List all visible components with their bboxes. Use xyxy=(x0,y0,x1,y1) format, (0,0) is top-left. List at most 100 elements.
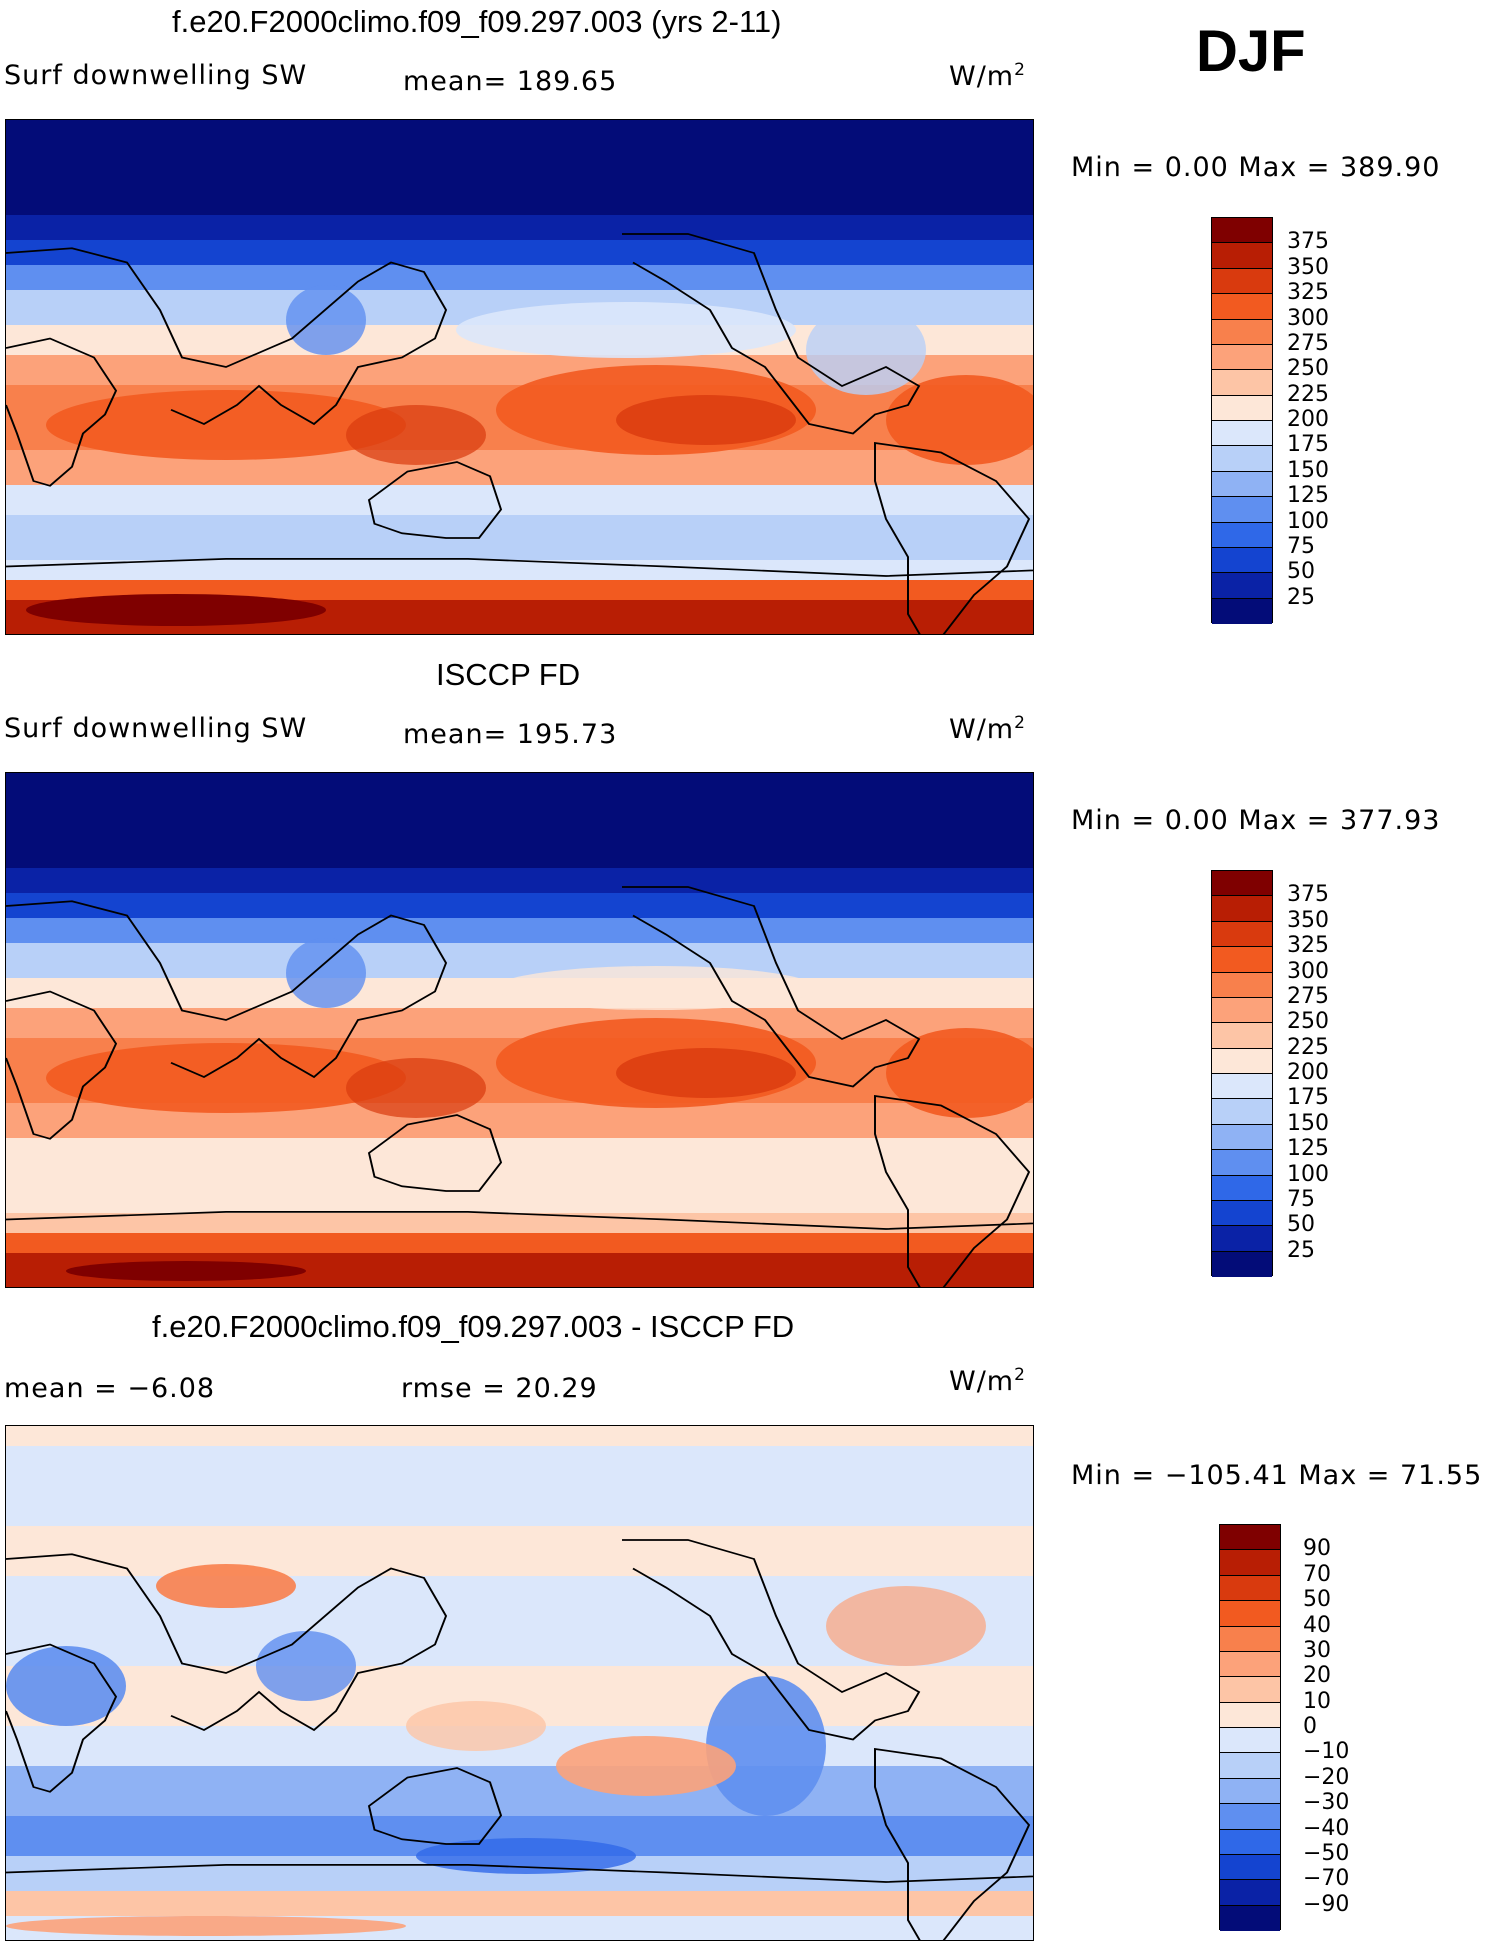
panel1-title: f.e20.F2000climo.f09_f09.297.003 (yrs 2-… xyxy=(172,4,782,39)
colorbar-swatch xyxy=(1212,871,1272,897)
colorbar-tick-label: 70 xyxy=(1303,1561,1331,1587)
colorbar-swatch xyxy=(1212,522,1272,548)
panel2-colorbar xyxy=(1211,870,1273,1277)
colorbar-swatch xyxy=(1220,1880,1280,1906)
colorbar-tick-label: 250 xyxy=(1287,356,1329,382)
colorbar-tick-label: 75 xyxy=(1287,533,1315,559)
colorbar-tick-label: −70 xyxy=(1303,1866,1350,1892)
colorbar-swatch xyxy=(1212,268,1272,295)
colorbar-swatch xyxy=(1212,294,1272,320)
colorbar-tick-label: 0 xyxy=(1303,1714,1317,1739)
colorbar-swatch xyxy=(1220,1753,1280,1779)
colorbar-tick-label: 375 xyxy=(1287,882,1329,908)
panel3-title: f.e20.F2000climo.f09_f09.297.003 - ISCCP… xyxy=(152,1309,795,1344)
panel3-colorbar xyxy=(1219,1524,1281,1931)
colorbar-tick-label: 325 xyxy=(1287,280,1329,306)
colorbar-swatch xyxy=(1220,1728,1280,1754)
panel3-unit-label: W/m2 xyxy=(949,1365,1026,1397)
colorbar-swatch xyxy=(1212,972,1272,998)
panel2-contour-map xyxy=(6,773,1033,1287)
panel3-mean-label: mean = −6.08 xyxy=(4,1373,216,1404)
colorbar-tick-label: 200 xyxy=(1287,407,1329,432)
colorbar-tick-label: 90 xyxy=(1303,1536,1331,1562)
colorbar-tick-label: −90 xyxy=(1303,1891,1350,1917)
colorbar-tick-label: 125 xyxy=(1287,483,1329,509)
colorbar-tick-label: 30 xyxy=(1303,1637,1331,1663)
colorbar-swatch xyxy=(1212,446,1272,472)
panel3-contour-map xyxy=(6,1426,1033,1940)
colorbar-swatch xyxy=(1220,1626,1280,1652)
colorbar-swatch xyxy=(1212,421,1272,447)
colorbar-tick-label: 50 xyxy=(1287,559,1315,585)
colorbar-tick-label: 20 xyxy=(1303,1663,1331,1689)
colorbar-tick-label: 225 xyxy=(1287,381,1329,407)
colorbar-swatch xyxy=(1220,1702,1280,1728)
colorbar-swatch xyxy=(1212,547,1272,574)
colorbar-tick-label: 300 xyxy=(1287,305,1329,331)
colorbar-swatch xyxy=(1220,1854,1280,1881)
colorbar-swatch xyxy=(1212,598,1272,624)
colorbar-swatch xyxy=(1212,573,1272,599)
colorbar-tick-label: −50 xyxy=(1303,1840,1350,1866)
colorbar-tick-label: −30 xyxy=(1303,1790,1350,1816)
colorbar-tick-label: 150 xyxy=(1287,1110,1329,1136)
colorbar-tick-label: 150 xyxy=(1287,457,1329,483)
colorbar-tick-label: 75 xyxy=(1287,1186,1315,1212)
colorbar-swatch xyxy=(1212,243,1272,269)
colorbar-swatch xyxy=(1212,370,1272,396)
colorbar-tick-label: 25 xyxy=(1287,1237,1315,1263)
colorbar-swatch xyxy=(1212,1175,1272,1201)
colorbar-swatch xyxy=(1212,344,1272,371)
colorbar-swatch xyxy=(1212,1124,1272,1151)
colorbar-tick-label: 10 xyxy=(1303,1688,1331,1714)
panel1-map xyxy=(5,119,1034,635)
colorbar-tick-label: 275 xyxy=(1287,330,1329,356)
colorbar-tick-label: 300 xyxy=(1287,958,1329,984)
colorbar-swatch xyxy=(1220,1804,1280,1830)
colorbar-swatch xyxy=(1212,1200,1272,1227)
panel1-contour-map xyxy=(6,120,1033,634)
colorbar-tick-label: 50 xyxy=(1303,1587,1331,1613)
colorbar-swatch xyxy=(1220,1651,1280,1678)
colorbar-tick-label: 50 xyxy=(1287,1212,1315,1238)
colorbar-swatch xyxy=(1220,1778,1280,1805)
colorbar-swatch xyxy=(1212,1150,1272,1176)
colorbar-tick-label: 175 xyxy=(1287,432,1329,458)
panel2-map xyxy=(5,772,1034,1288)
panel3-minmax: Min = −105.41 Max = 71.55 xyxy=(1071,1460,1483,1491)
colorbar-tick-label: 275 xyxy=(1287,983,1329,1009)
colorbar-tick-label: 350 xyxy=(1287,907,1329,933)
panel3-map xyxy=(5,1425,1034,1941)
colorbar-swatch xyxy=(1212,395,1272,421)
panel2-minmax: Min = 0.00 Max = 377.93 xyxy=(1071,805,1441,836)
colorbar-swatch xyxy=(1212,1251,1272,1277)
colorbar-swatch xyxy=(1212,1226,1272,1252)
panel2-mean-label: mean= 195.73 xyxy=(403,719,618,750)
season-label: DJF xyxy=(1196,19,1306,84)
colorbar-swatch xyxy=(1212,997,1272,1024)
colorbar-swatch xyxy=(1212,1048,1272,1074)
panel2-title: ISCCP FD xyxy=(436,657,581,692)
colorbar-tick-label: 250 xyxy=(1287,1009,1329,1035)
colorbar-tick-label: 40 xyxy=(1303,1612,1331,1638)
colorbar-swatch xyxy=(1212,921,1272,948)
panel1-unit-label: W/m2 xyxy=(949,60,1026,92)
colorbar-swatch xyxy=(1212,1023,1272,1049)
colorbar-swatch xyxy=(1220,1525,1280,1551)
colorbar-swatch xyxy=(1212,218,1272,244)
colorbar-swatch xyxy=(1220,1550,1280,1576)
colorbar-tick-label: 125 xyxy=(1287,1136,1329,1162)
colorbar-swatch xyxy=(1220,1677,1280,1703)
colorbar-swatch xyxy=(1212,471,1272,498)
colorbar-swatch xyxy=(1212,319,1272,345)
colorbar-tick-label: 100 xyxy=(1287,508,1329,534)
colorbar-tick-label: −20 xyxy=(1303,1764,1350,1790)
colorbar-swatch xyxy=(1212,896,1272,922)
panel1-mean-label: mean= 189.65 xyxy=(403,66,618,97)
panel1-colorbar xyxy=(1211,217,1273,624)
colorbar-tick-label: 350 xyxy=(1287,254,1329,280)
panel1-variable-label: Surf downwelling SW xyxy=(4,60,308,91)
panel2-unit-label: W/m2 xyxy=(949,713,1026,745)
panel1-minmax: Min = 0.00 Max = 389.90 xyxy=(1071,152,1441,183)
colorbar-swatch xyxy=(1212,497,1272,523)
